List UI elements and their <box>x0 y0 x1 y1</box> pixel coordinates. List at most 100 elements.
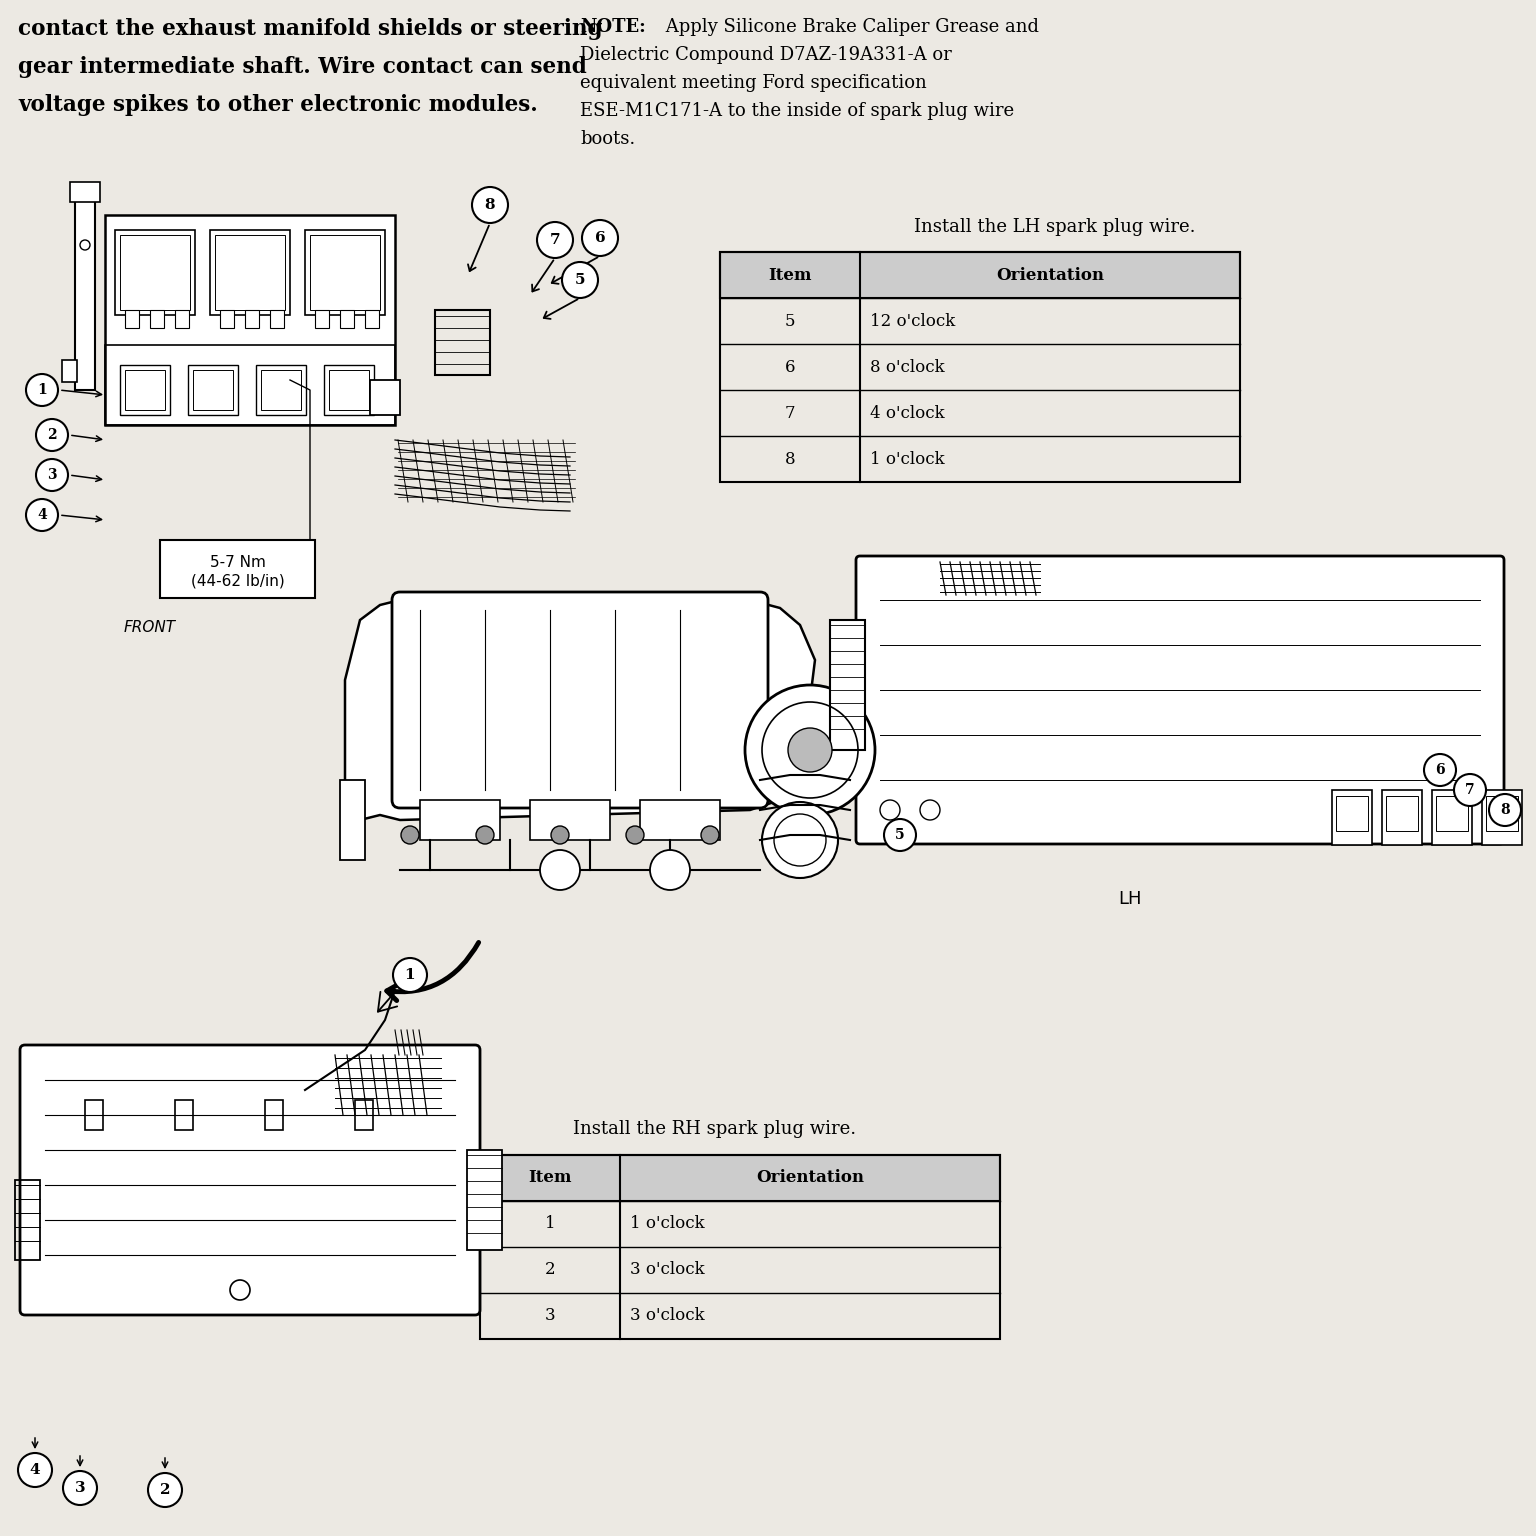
Text: equivalent meeting Ford specification: equivalent meeting Ford specification <box>581 74 926 92</box>
Bar <box>84 1100 103 1130</box>
Circle shape <box>1488 794 1521 826</box>
Bar <box>120 366 170 415</box>
Text: FRONT: FRONT <box>124 621 177 634</box>
Bar <box>829 621 865 750</box>
Text: Orientation: Orientation <box>995 267 1104 284</box>
Bar <box>270 310 284 329</box>
Circle shape <box>35 419 68 452</box>
Text: voltage spikes to other electronic modules.: voltage spikes to other electronic modul… <box>18 94 538 117</box>
Text: 4: 4 <box>29 1462 40 1478</box>
Text: 7: 7 <box>1465 783 1475 797</box>
Bar <box>530 800 610 840</box>
Text: 3 o'clock: 3 o'clock <box>630 1261 705 1278</box>
Bar <box>124 310 138 329</box>
Circle shape <box>650 849 690 889</box>
Bar <box>75 190 95 390</box>
Bar <box>1482 790 1522 845</box>
Text: 2: 2 <box>545 1261 556 1278</box>
Text: 3 o'clock: 3 o'clock <box>630 1307 705 1324</box>
Circle shape <box>1455 774 1485 806</box>
Bar <box>246 310 260 329</box>
Circle shape <box>627 826 644 843</box>
Circle shape <box>147 1473 181 1507</box>
Bar <box>160 541 315 598</box>
Bar <box>310 235 379 310</box>
Text: Install the RH spark plug wire.: Install the RH spark plug wire. <box>573 1120 857 1138</box>
Bar <box>329 370 369 410</box>
Bar <box>61 359 77 382</box>
Text: Orientation: Orientation <box>756 1169 863 1186</box>
Text: 3: 3 <box>75 1481 86 1495</box>
Text: LH: LH <box>1118 889 1141 908</box>
Circle shape <box>562 263 598 298</box>
Polygon shape <box>346 601 816 820</box>
Circle shape <box>18 1453 52 1487</box>
Bar <box>175 310 189 329</box>
Bar <box>339 780 366 860</box>
Bar <box>266 1100 283 1130</box>
Circle shape <box>762 802 839 879</box>
Bar <box>1385 796 1418 831</box>
Bar <box>339 310 353 329</box>
Text: boots.: boots. <box>581 131 636 147</box>
Bar <box>104 215 395 425</box>
Text: ESE-M1C171-A to the inside of spark plug wire: ESE-M1C171-A to the inside of spark plug… <box>581 101 1014 120</box>
Circle shape <box>401 826 419 843</box>
Text: 1 o'clock: 1 o'clock <box>869 450 945 467</box>
Text: gear intermediate shaft. Wire contact can send: gear intermediate shaft. Wire contact ca… <box>18 55 587 78</box>
Text: 12 o'clock: 12 o'clock <box>869 312 955 330</box>
Bar <box>479 1155 1000 1201</box>
Text: NOTE:: NOTE: <box>581 18 645 35</box>
Bar <box>71 181 100 203</box>
Bar <box>1336 796 1369 831</box>
Circle shape <box>885 819 915 851</box>
Circle shape <box>538 223 573 258</box>
Text: (44-62 lb/in): (44-62 lb/in) <box>190 574 284 588</box>
Bar <box>104 346 395 425</box>
Circle shape <box>63 1471 97 1505</box>
Circle shape <box>476 826 495 843</box>
Bar <box>1382 790 1422 845</box>
Bar <box>315 310 329 329</box>
Bar <box>355 1100 373 1130</box>
Text: 1: 1 <box>545 1215 556 1232</box>
Text: Apply Silicone Brake Caliper Grease and: Apply Silicone Brake Caliper Grease and <box>660 18 1038 35</box>
Bar <box>324 366 373 415</box>
Text: 2: 2 <box>160 1482 170 1498</box>
Circle shape <box>788 728 833 773</box>
Text: 5: 5 <box>785 312 796 330</box>
Bar <box>120 235 190 310</box>
Bar <box>435 310 490 375</box>
Text: Item: Item <box>768 267 811 284</box>
Text: 6: 6 <box>785 358 796 375</box>
Text: 6: 6 <box>1435 763 1445 777</box>
Text: 4: 4 <box>37 508 48 522</box>
Bar <box>1436 796 1468 831</box>
Text: contact the exhaust manifold shields or steering: contact the exhaust manifold shields or … <box>18 18 602 40</box>
Bar <box>1432 790 1471 845</box>
Circle shape <box>26 499 58 531</box>
Bar <box>257 366 306 415</box>
Text: 1: 1 <box>404 968 415 982</box>
Text: 3: 3 <box>48 468 57 482</box>
Text: 5: 5 <box>895 828 905 842</box>
FancyBboxPatch shape <box>20 1044 479 1315</box>
Bar <box>419 800 501 840</box>
Text: 8 o'clock: 8 o'clock <box>869 358 945 375</box>
Bar <box>479 1155 1000 1339</box>
Circle shape <box>26 373 58 406</box>
Text: 7: 7 <box>550 233 561 247</box>
Text: 7: 7 <box>785 404 796 421</box>
FancyBboxPatch shape <box>856 556 1504 843</box>
Text: 8: 8 <box>1501 803 1510 817</box>
Circle shape <box>582 220 617 257</box>
Bar <box>720 252 1240 298</box>
Bar <box>366 310 379 329</box>
Text: 3: 3 <box>545 1307 556 1324</box>
Text: 5-7 Nm: 5-7 Nm <box>210 554 266 570</box>
Text: 1 o'clock: 1 o'clock <box>630 1215 705 1232</box>
Text: Item: Item <box>528 1169 571 1186</box>
Circle shape <box>35 459 68 492</box>
Circle shape <box>745 685 876 816</box>
Text: Install the LH spark plug wire.: Install the LH spark plug wire. <box>914 218 1195 237</box>
